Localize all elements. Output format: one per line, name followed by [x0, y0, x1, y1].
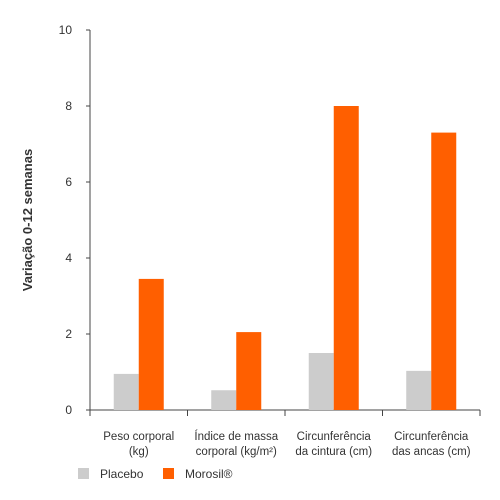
y-tick-label: 8	[65, 99, 72, 113]
bar-morosil	[431, 132, 457, 410]
x-category-label: Peso corporal (kg)	[103, 431, 174, 458]
category-labels: Peso corporal (kg) Índice de massa corporal…	[103, 430, 470, 458]
legend-label: Placebo	[100, 467, 144, 481]
y-axis-title: Variação 0-12 semanas	[20, 149, 35, 291]
x-category-label-line: corporal (kg/m²)	[196, 446, 277, 458]
x-category-label-line: Índice de massa	[194, 430, 278, 443]
bar-morosil	[138, 278, 164, 410]
x-category-label: Índice de massa corporal (kg/m²)	[194, 430, 278, 458]
x-category-label-line: das ancas (cm)	[392, 446, 471, 458]
bar-morosil	[236, 332, 262, 410]
y-axis-title-group: Variação 0-12 semanas	[20, 149, 35, 291]
x-category-label-line: da cintura (cm)	[295, 446, 372, 458]
bars	[113, 106, 457, 410]
legend-swatch	[78, 468, 89, 479]
y-tick-label: 10	[59, 23, 73, 37]
bar-placebo	[308, 353, 334, 410]
legend: Placebo Morosil®	[78, 467, 233, 481]
axes: 0 2 4 6 8 10	[59, 23, 481, 417]
x-category-label: Circunferência das ancas (cm)	[392, 431, 471, 458]
legend-label: Morosil®	[185, 467, 233, 481]
legend-swatch	[163, 468, 174, 479]
x-category-label-line: Circunferência	[297, 431, 372, 443]
y-tick-label: 2	[65, 327, 72, 341]
bar-placebo	[211, 390, 237, 410]
y-tick-label: 6	[65, 175, 72, 189]
bar-placebo	[406, 370, 432, 410]
x-category-label-line: Circunferência	[394, 431, 469, 443]
y-tick-label: 4	[65, 251, 72, 265]
x-category-label-line: Peso corporal	[103, 431, 174, 443]
x-category-label-line: (kg)	[129, 446, 149, 458]
x-category-label: Circunferência da cintura (cm)	[295, 431, 372, 458]
y-tick-label: 0	[65, 403, 72, 417]
bar-placebo	[113, 373, 139, 410]
bar-morosil	[333, 106, 359, 410]
